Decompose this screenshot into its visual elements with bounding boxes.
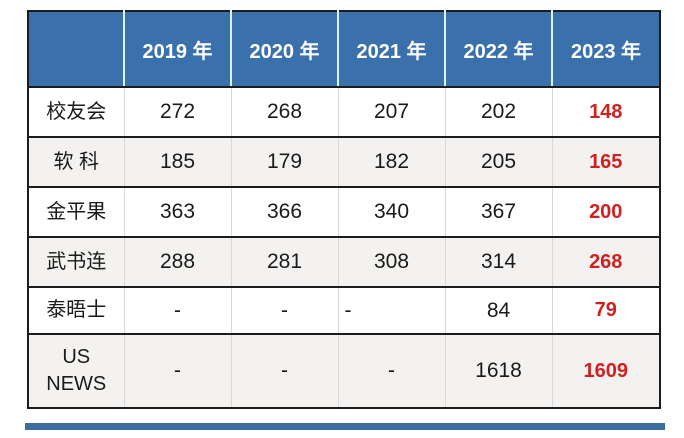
table-cell: 84 xyxy=(444,286,552,334)
bottom-accent-bar xyxy=(25,423,665,430)
table-cell: - xyxy=(230,333,338,408)
row-label: US NEWS xyxy=(28,333,124,408)
year-header-2020: 2020 年 xyxy=(230,11,338,88)
ranking-table: 2019 年 2020 年 2021 年 2022 年 2023 年 校友会 2… xyxy=(27,10,661,409)
table-cell: 314 xyxy=(444,236,552,287)
table-cell: 185 xyxy=(123,136,231,187)
table-cell: 268 xyxy=(230,86,338,137)
year-header-2023: 2023 年 xyxy=(551,11,660,88)
table-row-usnews: US NEWS - - - 1618 1609 xyxy=(28,333,660,408)
table-cell: 202 xyxy=(444,86,552,137)
table-row-ruanke: 软 科 185 179 182 205 165 xyxy=(28,136,660,187)
row-label: 武书连 xyxy=(28,236,124,287)
year-header-2019: 2019 年 xyxy=(123,11,231,88)
table-cell: 367 xyxy=(444,186,552,237)
corner-header-cell xyxy=(28,11,124,88)
table-cell: - xyxy=(337,333,445,408)
table-cell: - xyxy=(230,286,338,334)
table-row-xiaoyouhui: 校友会 272 268 207 202 148 xyxy=(28,86,660,137)
table-cell: 308 xyxy=(337,236,445,287)
table-cell: - xyxy=(337,286,445,334)
row-label: 软 科 xyxy=(28,136,124,187)
table-cell: 288 xyxy=(123,236,231,287)
row-label: 泰晤士 xyxy=(28,286,124,334)
row-label: 校友会 xyxy=(28,86,124,137)
table-cell: 281 xyxy=(230,236,338,287)
table-cell: 207 xyxy=(337,86,445,137)
table-cell: 182 xyxy=(337,136,445,187)
table-cell-highlight: 200 xyxy=(551,186,660,237)
table-cell: 340 xyxy=(337,186,445,237)
year-header-2021: 2021 年 xyxy=(337,11,445,88)
table-cell: - xyxy=(123,286,231,334)
table-cell: 205 xyxy=(444,136,552,187)
table-row-taiwushi: 泰晤士 - - - 84 79 xyxy=(28,286,660,334)
year-header-2022: 2022 年 xyxy=(444,11,552,88)
table-cell: 363 xyxy=(123,186,231,237)
table-row-jinpingguo: 金平果 363 366 340 367 200 xyxy=(28,186,660,237)
table-cell-highlight: 1609 xyxy=(551,333,660,408)
table-cell: - xyxy=(123,333,231,408)
ranking-table-area: 2019 年 2020 年 2021 年 2022 年 2023 年 校友会 2… xyxy=(27,10,661,409)
table-cell-highlight: 165 xyxy=(551,136,660,187)
table-cell: 1618 xyxy=(444,333,552,408)
header-row: 2019 年 2020 年 2021 年 2022 年 2023 年 xyxy=(28,11,660,88)
table-row-wushulian: 武书连 288 281 308 314 268 xyxy=(28,236,660,287)
table-cell: 366 xyxy=(230,186,338,237)
table-cell-highlight: 79 xyxy=(551,286,660,334)
table-cell-highlight: 148 xyxy=(551,86,660,137)
table-cell-highlight: 268 xyxy=(551,236,660,287)
row-label: 金平果 xyxy=(28,186,124,237)
table-cell: 272 xyxy=(123,86,231,137)
table-cell: 179 xyxy=(230,136,338,187)
